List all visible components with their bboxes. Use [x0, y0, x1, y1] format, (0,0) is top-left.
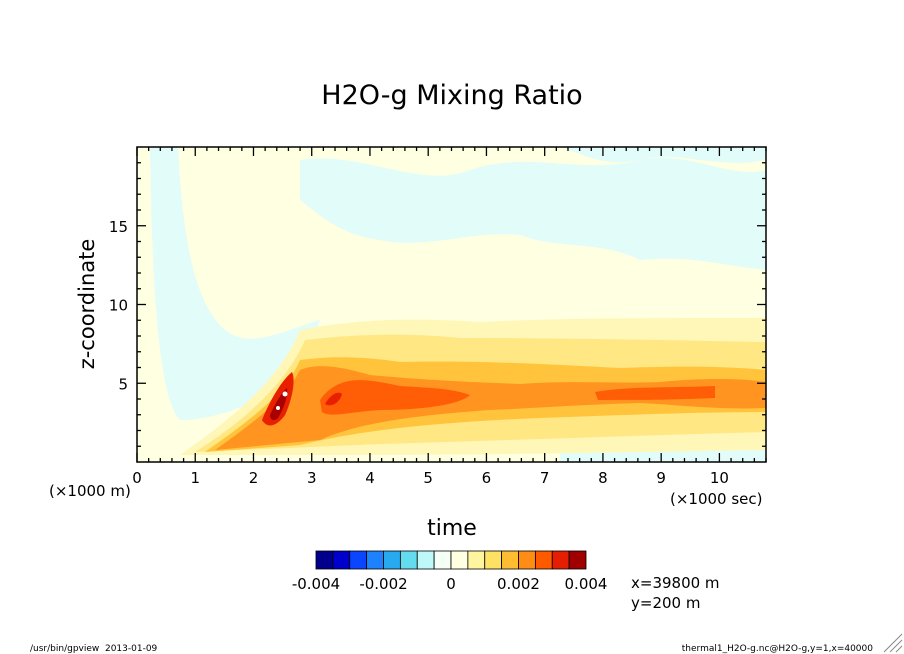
tick-marks [136, 147, 767, 462]
colorbar-swatch [568, 550, 587, 570]
annotation-x: x=39800 m [631, 574, 720, 592]
colorbar-swatch [450, 550, 469, 570]
x-tick-label: 7 [540, 469, 550, 487]
colorbar-swatch [315, 550, 334, 570]
contour-red-small [325, 392, 342, 406]
colorbar-tick-label: -0.002 [359, 575, 407, 593]
colorbar-swatch [433, 550, 452, 570]
x-tick-label: 4 [365, 469, 375, 487]
x-scale-note: (×1000 sec) [670, 490, 763, 508]
x-tick-label: 2 [249, 469, 259, 487]
contour-cyan-top-right [560, 147, 766, 163]
colorbar [315, 550, 587, 570]
colorbar-swatch [551, 550, 570, 570]
x-tick-label: 3 [307, 469, 317, 487]
y-tick-label: 5 [118, 375, 128, 393]
colorbar-swatch [399, 550, 418, 570]
chart-title: H2O-g Mixing Ratio [321, 80, 582, 111]
contour-red-orange-right [595, 386, 715, 400]
colorbar-tick-labels: -0.004 -0.002 0 0.002 0.004 [292, 575, 608, 593]
contour-marker [282, 391, 288, 397]
corner-resize-mark [883, 633, 903, 653]
y-tick-label: 10 [109, 297, 128, 315]
x-tick-label: 8 [598, 469, 608, 487]
contour-cyan-left-column [150, 147, 320, 420]
colorbar-swatch [501, 550, 519, 570]
x-tick-label: 10 [710, 469, 729, 487]
colorbar-swatch [349, 550, 368, 570]
y-tick-labels: 5 10 15 [109, 218, 128, 394]
colorbar-swatch [383, 550, 401, 570]
x-tick-label: 0 [132, 469, 142, 487]
x-tick-label: 6 [482, 469, 492, 487]
colorbar-swatch [518, 550, 536, 570]
colorbar-tick-label: 0.002 [497, 575, 540, 593]
y-scale-note: (×1000 m) [49, 482, 131, 500]
colorbar-swatch [416, 550, 435, 570]
colorbar-swatch [366, 550, 384, 570]
colorbar-swatch [484, 550, 503, 570]
x-tick-label: 9 [656, 469, 666, 487]
plot-area [137, 147, 766, 462]
colorbar-tick-label: 0.004 [565, 575, 608, 593]
annotation-y: y=200 m [631, 594, 700, 612]
contour-marker [276, 406, 280, 410]
footer-left: /usr/bin/gpview 2013-01-09 [30, 644, 158, 654]
contour-dark-red [270, 388, 288, 421]
colorbar-tick-label: 0 [446, 575, 456, 593]
colorbar-swatch [332, 550, 351, 570]
y-tick-label: 15 [109, 218, 128, 236]
x-tick-label: 5 [423, 469, 433, 487]
contour-red-orange-core [320, 380, 470, 415]
contour-red-plume [262, 372, 294, 426]
colorbar-swatch [534, 550, 553, 570]
x-tick-label: 1 [190, 469, 200, 487]
y-axis-label: z-coordinate [75, 239, 99, 370]
x-tick-labels: 0 1 2 3 4 5 6 7 8 9 10 [132, 469, 729, 487]
colorbar-swatch [467, 550, 486, 570]
contour-cyan-upper-belt [300, 157, 766, 270]
colorbar-tick-label: -0.004 [292, 575, 340, 593]
footer-right: thermal1_H2O-g.nc@H2O-g,y=1,x=40000 [682, 644, 873, 654]
x-axis-label: time [427, 516, 477, 541]
